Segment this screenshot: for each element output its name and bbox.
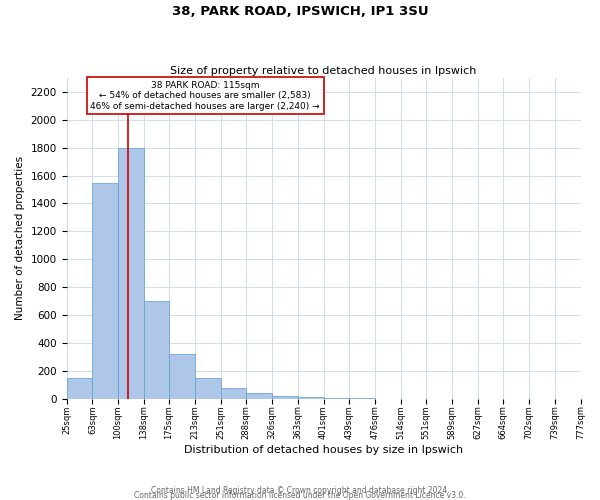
Bar [246,393,272,399]
Bar [67,378,92,399]
Bar [118,148,144,399]
Bar [144,302,169,399]
Bar [323,398,349,399]
Bar [272,396,298,399]
Bar [221,388,246,399]
Bar [169,354,195,399]
Y-axis label: Number of detached properties: Number of detached properties [15,156,25,320]
Text: Contains public sector information licensed under the Open Government Licence v3: Contains public sector information licen… [134,491,466,500]
Text: Contains HM Land Registry data © Crown copyright and database right 2024.: Contains HM Land Registry data © Crown c… [151,486,449,495]
Text: 38 PARK ROAD: 115sqm
← 54% of detached houses are smaller (2,583)
46% of semi-de: 38 PARK ROAD: 115sqm ← 54% of detached h… [91,81,320,110]
Bar [298,397,323,399]
Title: Size of property relative to detached houses in Ipswich: Size of property relative to detached ho… [170,66,477,76]
Bar [375,398,401,399]
Bar [349,398,375,399]
X-axis label: Distribution of detached houses by size in Ipswich: Distribution of detached houses by size … [184,445,463,455]
Bar [195,378,221,399]
Text: 38, PARK ROAD, IPSWICH, IP1 3SU: 38, PARK ROAD, IPSWICH, IP1 3SU [172,5,428,18]
Bar [92,182,118,399]
